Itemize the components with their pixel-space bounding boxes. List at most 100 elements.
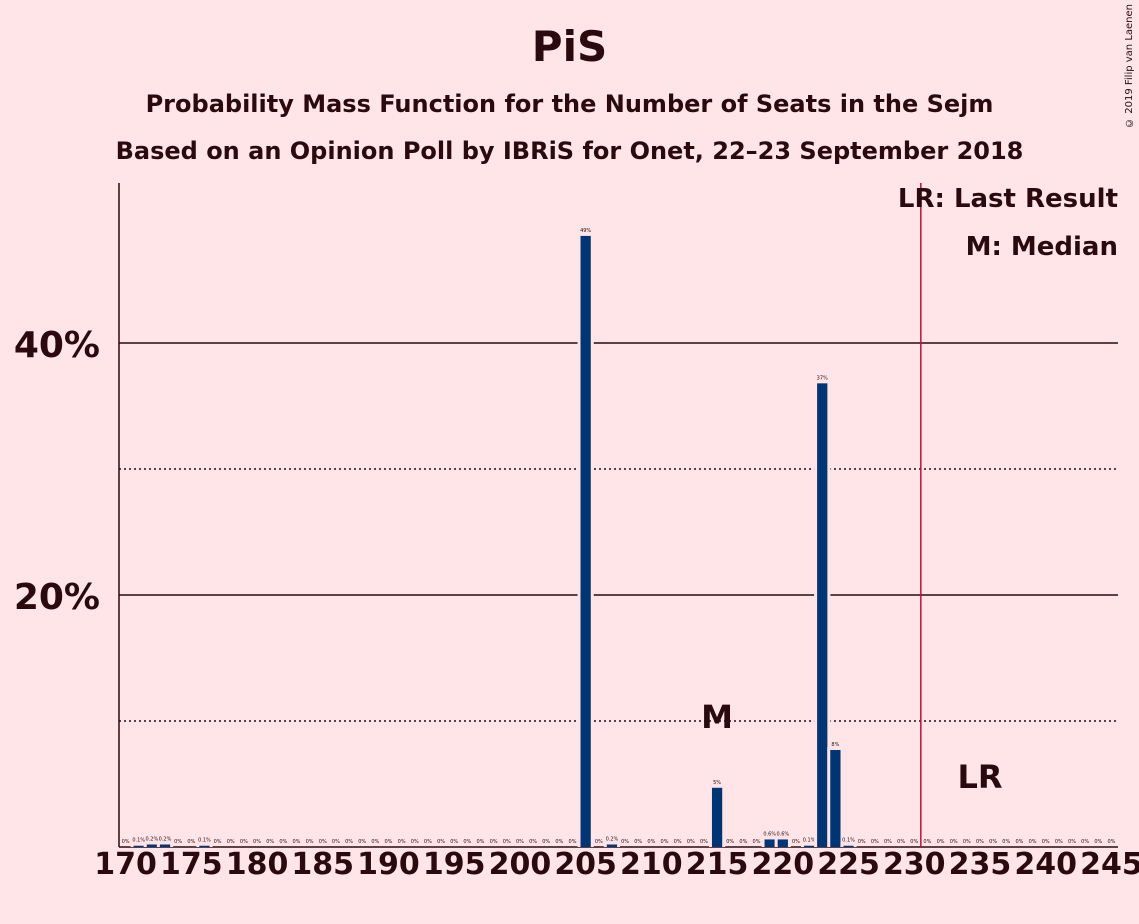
- x-tick-label: 210: [620, 847, 683, 882]
- bar-value-label: 0%: [240, 839, 248, 845]
- bar: [199, 845, 210, 847]
- bar: [777, 839, 788, 847]
- chart-subtitle: Probability Mass Function for the Number…: [145, 90, 994, 118]
- bar-value-label: 0%: [1015, 839, 1023, 845]
- bar-value-label: 0%: [122, 839, 130, 845]
- bar-value-label: 0%: [687, 839, 695, 845]
- bar-value-label: 0%: [858, 839, 866, 845]
- bar-value-label: 0%: [595, 839, 603, 845]
- bar-value-label: 0%: [753, 839, 761, 845]
- bar-value-label: 0%: [253, 839, 261, 845]
- bar-halo: [130, 842, 147, 847]
- x-tick-label: 245: [1080, 847, 1139, 882]
- x-tick-label: 220: [751, 847, 814, 882]
- bar-value-label: 0%: [950, 839, 958, 845]
- bar-value-label: 0.1%: [132, 838, 145, 844]
- bar-value-label: 37%: [817, 375, 828, 381]
- bar-value-label: 0%: [726, 839, 734, 845]
- bar-value-label: 0%: [884, 839, 892, 845]
- bar-value-label: 0%: [266, 839, 274, 845]
- x-tick-label: 190: [357, 847, 420, 882]
- bar-value-label: 0%: [910, 839, 918, 845]
- bar-value-label: 0%: [306, 839, 314, 845]
- bar-value-label: 5%: [713, 780, 721, 786]
- legend-median: M: Median: [965, 232, 1118, 262]
- bar-value-label: 0.2%: [159, 836, 172, 842]
- bar-value-label: 0%: [332, 839, 340, 845]
- x-tick-label: 200: [489, 847, 552, 882]
- bar-value-label: 0%: [647, 839, 655, 845]
- bar-value-label: 0%: [292, 839, 300, 845]
- bar-value-label: 0%: [214, 839, 222, 845]
- x-tick-label: 215: [686, 847, 749, 882]
- bar-value-label: 0%: [661, 839, 669, 845]
- bar-value-label: 0%: [187, 839, 195, 845]
- bar-value-label: 0%: [674, 839, 682, 845]
- x-tick-label: 240: [1014, 847, 1077, 882]
- bar-halo: [800, 842, 818, 847]
- bar: [580, 235, 591, 848]
- bar-value-label: 0%: [937, 839, 945, 845]
- bar-value-label: 0.1%: [198, 838, 211, 844]
- chart-title: PiS: [531, 22, 608, 71]
- bar: [133, 845, 144, 847]
- bar: [803, 845, 815, 847]
- bar-value-label: 0.2%: [606, 836, 619, 842]
- bar-value-label: 0%: [700, 839, 708, 845]
- bar-value-label: 0%: [1002, 839, 1010, 845]
- x-tick-label: 185: [291, 847, 354, 882]
- x-tick-label: 230: [883, 847, 946, 882]
- bar-value-label: 0%: [227, 839, 235, 845]
- bar-value-label: 0.1%: [842, 838, 855, 844]
- bar-value-label: 0%: [569, 839, 577, 845]
- bar: [711, 787, 723, 847]
- x-tick-label: 225: [817, 847, 880, 882]
- bar-value-label: 0%: [371, 839, 379, 845]
- bar-value-label: 0%: [1055, 839, 1063, 845]
- bar-value-label: 0.6%: [763, 831, 776, 837]
- bar-value-label: 8%: [831, 742, 839, 748]
- bar-value-label: 0.2%: [146, 836, 159, 842]
- bar-value-label: 0%: [634, 839, 642, 845]
- bar: [843, 845, 854, 847]
- bar-value-label: 0%: [1029, 839, 1037, 845]
- bar-value-label: 0%: [345, 839, 353, 845]
- bar-value-label: 0.1%: [803, 838, 816, 844]
- x-tick-label: 205: [554, 847, 617, 882]
- y-tick-label: 20%: [14, 577, 100, 618]
- bar-value-label: 49%: [580, 228, 591, 234]
- bar-halo: [143, 841, 160, 847]
- bar-halo: [840, 842, 857, 847]
- bar-value-label: 0%: [490, 839, 498, 845]
- x-tick-label: 195: [423, 847, 486, 882]
- bar-value-label: 0%: [1094, 839, 1102, 845]
- bar-value-label: 0%: [477, 839, 485, 845]
- bar-value-label: 0%: [1042, 839, 1050, 845]
- bar-value-label: 0%: [516, 839, 524, 845]
- bar: [146, 844, 157, 847]
- bar-value-label: 0%: [963, 839, 971, 845]
- last-result-marker: LR: [957, 758, 1002, 796]
- x-tick-label: 180: [226, 847, 289, 882]
- bar: [606, 844, 618, 847]
- y-tick-label: 40%: [14, 325, 100, 366]
- bar-value-label: 0%: [398, 839, 406, 845]
- bar: [764, 839, 775, 847]
- bar-value-label: 0%: [1068, 839, 1076, 845]
- bar-value-label: 0%: [1081, 839, 1089, 845]
- bar-halo: [603, 841, 621, 847]
- bar-value-label: 0%: [384, 839, 392, 845]
- bar-value-label: 0%: [989, 839, 997, 845]
- bar-value-label: 0%: [621, 839, 629, 845]
- median-marker: M: [701, 698, 733, 736]
- bar-halo: [156, 841, 174, 847]
- x-tick-label: 170: [94, 847, 157, 882]
- legend-last-result: LR: Last Result: [897, 184, 1118, 214]
- bar-value-label: 0%: [437, 839, 445, 845]
- bar-value-label: 0%: [174, 839, 182, 845]
- bar-value-label: 0%: [871, 839, 879, 845]
- bar: [830, 749, 841, 847]
- bar-value-label: 0%: [792, 839, 800, 845]
- bar-value-label: 0%: [279, 839, 287, 845]
